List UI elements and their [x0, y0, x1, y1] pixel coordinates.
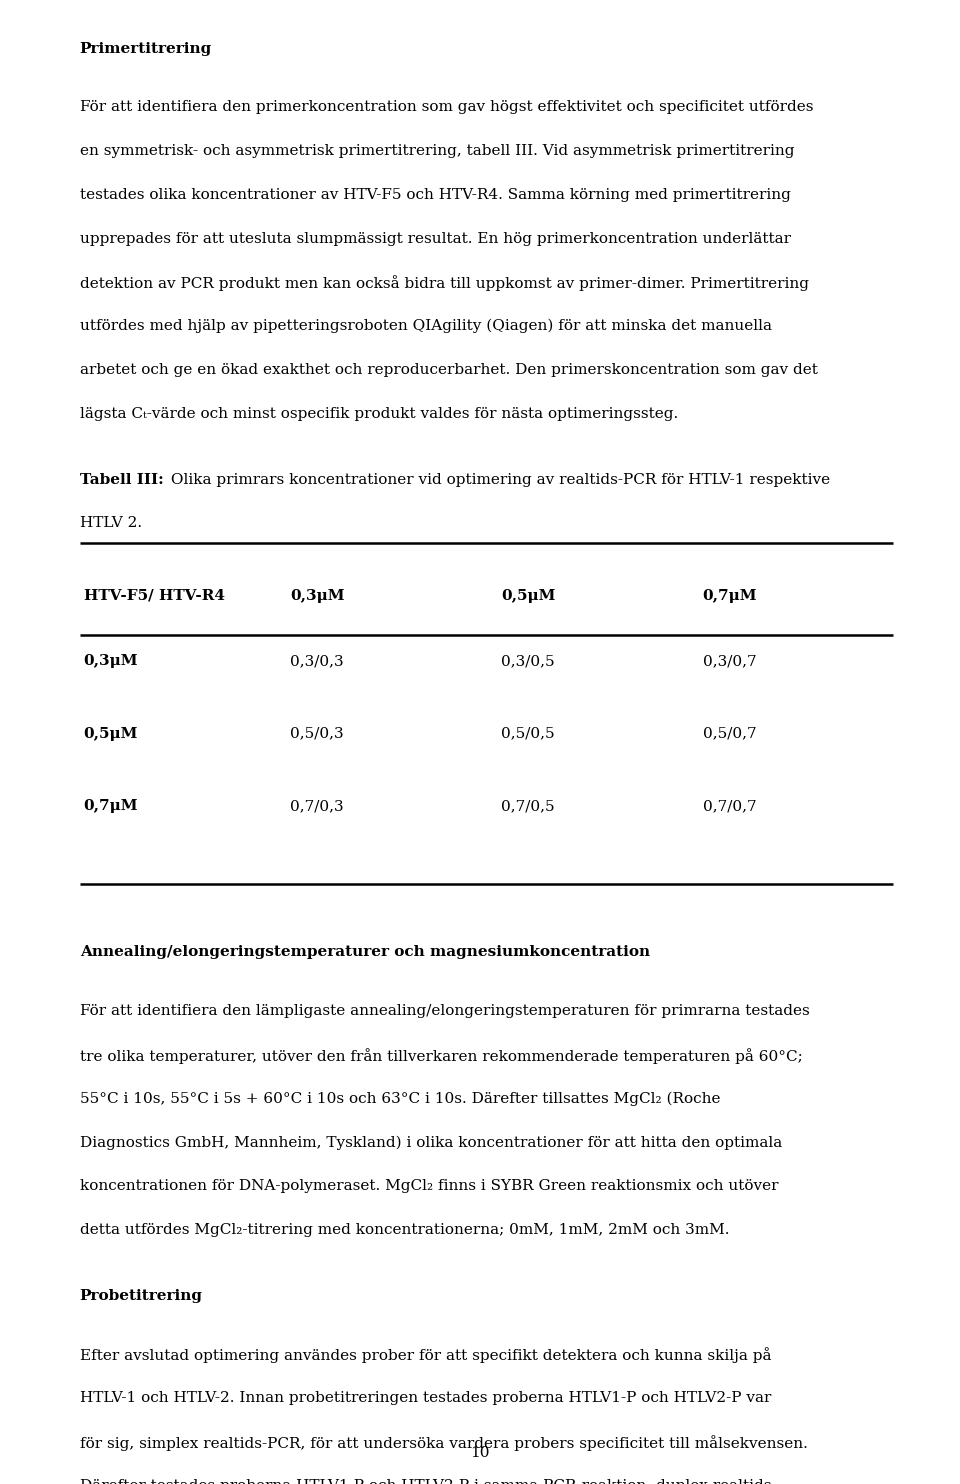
Text: Därefter testades proberna HTLV1-P och HTLV2-P i samma PCR-reaktion, duplex real: Därefter testades proberna HTLV1-P och H… [80, 1480, 777, 1484]
Text: 0,7/0,7: 0,7/0,7 [703, 798, 756, 813]
Text: utfördes med hjälp av pipetteringsroboten QIAgility (Qiagen) för att minska det : utfördes med hjälp av pipetteringsrobote… [80, 319, 772, 334]
Text: 0,3/0,3: 0,3/0,3 [290, 654, 344, 668]
Text: HTLV 2.: HTLV 2. [80, 516, 142, 530]
Text: lägsta Cₜ-värde och minst ospecifik produkt valdes för nästa optimeringssteg.: lägsta Cₜ-värde och minst ospecifik prod… [80, 407, 678, 420]
Text: 0,3μM: 0,3μM [84, 654, 138, 668]
Text: För att identifiera den primerkoncentration som gav högst effektivitet och speci: För att identifiera den primerkoncentrat… [80, 101, 813, 114]
Text: en symmetrisk- och asymmetrisk primertitrering, tabell III. Vid asymmetrisk prim: en symmetrisk- och asymmetrisk primertit… [80, 144, 794, 157]
Text: För att identifiera den lämpligaste annealing/elongeringstemperaturen för primra: För att identifiera den lämpligaste anne… [80, 1005, 809, 1018]
Text: upprepades för att utesluta slumpmässigt resultat. En hög primerkoncentration un: upprepades för att utesluta slumpmässigt… [80, 232, 791, 245]
Text: tre olika temperaturer, utöver den från tillverkaren rekommenderade temperaturen: tre olika temperaturer, utöver den från … [80, 1048, 803, 1064]
Text: 0,5/0,5: 0,5/0,5 [501, 727, 555, 741]
Text: 0,7μM: 0,7μM [84, 798, 138, 813]
Text: koncentrationen för DNA-polymeraset. MgCl₂ finns i SYBR Green reaktionsmix och u: koncentrationen för DNA-polymeraset. MgC… [80, 1180, 779, 1193]
Text: Tabell III:: Tabell III: [80, 472, 163, 487]
Text: 0,3μM: 0,3μM [290, 589, 345, 603]
Text: HTLV-1 och HTLV-2. Innan probetitreringen testades proberna HTLV1-P och HTLV2-P : HTLV-1 och HTLV-2. Innan probetitreringe… [80, 1392, 771, 1405]
Text: Primertitrering: Primertitrering [80, 42, 212, 55]
Text: 55°C i 10s, 55°C i 5s + 60°C i 10s och 63°C i 10s. Därefter tillsattes MgCl₂ (Ro: 55°C i 10s, 55°C i 5s + 60°C i 10s och 6… [80, 1092, 720, 1106]
Text: 0,7/0,5: 0,7/0,5 [501, 798, 555, 813]
Text: testades olika koncentrationer av HTV-F5 och HTV-R4. Samma körning med primertit: testades olika koncentrationer av HTV-F5… [80, 187, 790, 202]
Text: arbetet och ge en ökad exakthet och reproducerbarhet. Den primerskoncentration s: arbetet och ge en ökad exakthet och repr… [80, 362, 818, 377]
Text: Efter avslutad optimering användes prober för att specifikt detektera och kunna : Efter avslutad optimering användes probe… [80, 1347, 771, 1364]
Text: Probetitrering: Probetitrering [80, 1290, 203, 1303]
Text: för sig, simplex realtids-PCR, för att undersöka vardera probers specificitet ti: för sig, simplex realtids-PCR, för att u… [80, 1435, 807, 1451]
Text: 0,7/0,3: 0,7/0,3 [290, 798, 344, 813]
Text: Olika primrars koncentrationer vid optimering av realtids-PCR för HTLV-1 respekt: Olika primrars koncentrationer vid optim… [166, 472, 830, 487]
Text: detektion av PCR produkt men kan också bidra till uppkomst av primer-dimer. Prim: detektion av PCR produkt men kan också b… [80, 275, 808, 291]
Text: 0,7μM: 0,7μM [703, 589, 757, 603]
Text: 0,5μM: 0,5μM [84, 727, 138, 741]
Text: 0,5μM: 0,5μM [501, 589, 556, 603]
Text: 0,5/0,7: 0,5/0,7 [703, 727, 756, 741]
Text: 0,3/0,7: 0,3/0,7 [703, 654, 756, 668]
Text: detta utfördes MgCl₂-titrering med koncentrationerna; 0mM, 1mM, 2mM och 3mM.: detta utfördes MgCl₂-titrering med konce… [80, 1223, 730, 1238]
Text: Diagnostics GmbH, Mannheim, Tyskland) i olika koncentrationer för att hitta den : Diagnostics GmbH, Mannheim, Tyskland) i … [80, 1135, 782, 1150]
Text: Annealing/elongeringstemperaturer och magnesiumkoncentration: Annealing/elongeringstemperaturer och ma… [80, 945, 650, 960]
Text: 0,3/0,5: 0,3/0,5 [501, 654, 555, 668]
Text: HTV-F5/ HTV-R4: HTV-F5/ HTV-R4 [84, 589, 225, 603]
Text: 0,5/0,3: 0,5/0,3 [290, 727, 344, 741]
Text: 10: 10 [470, 1447, 490, 1460]
